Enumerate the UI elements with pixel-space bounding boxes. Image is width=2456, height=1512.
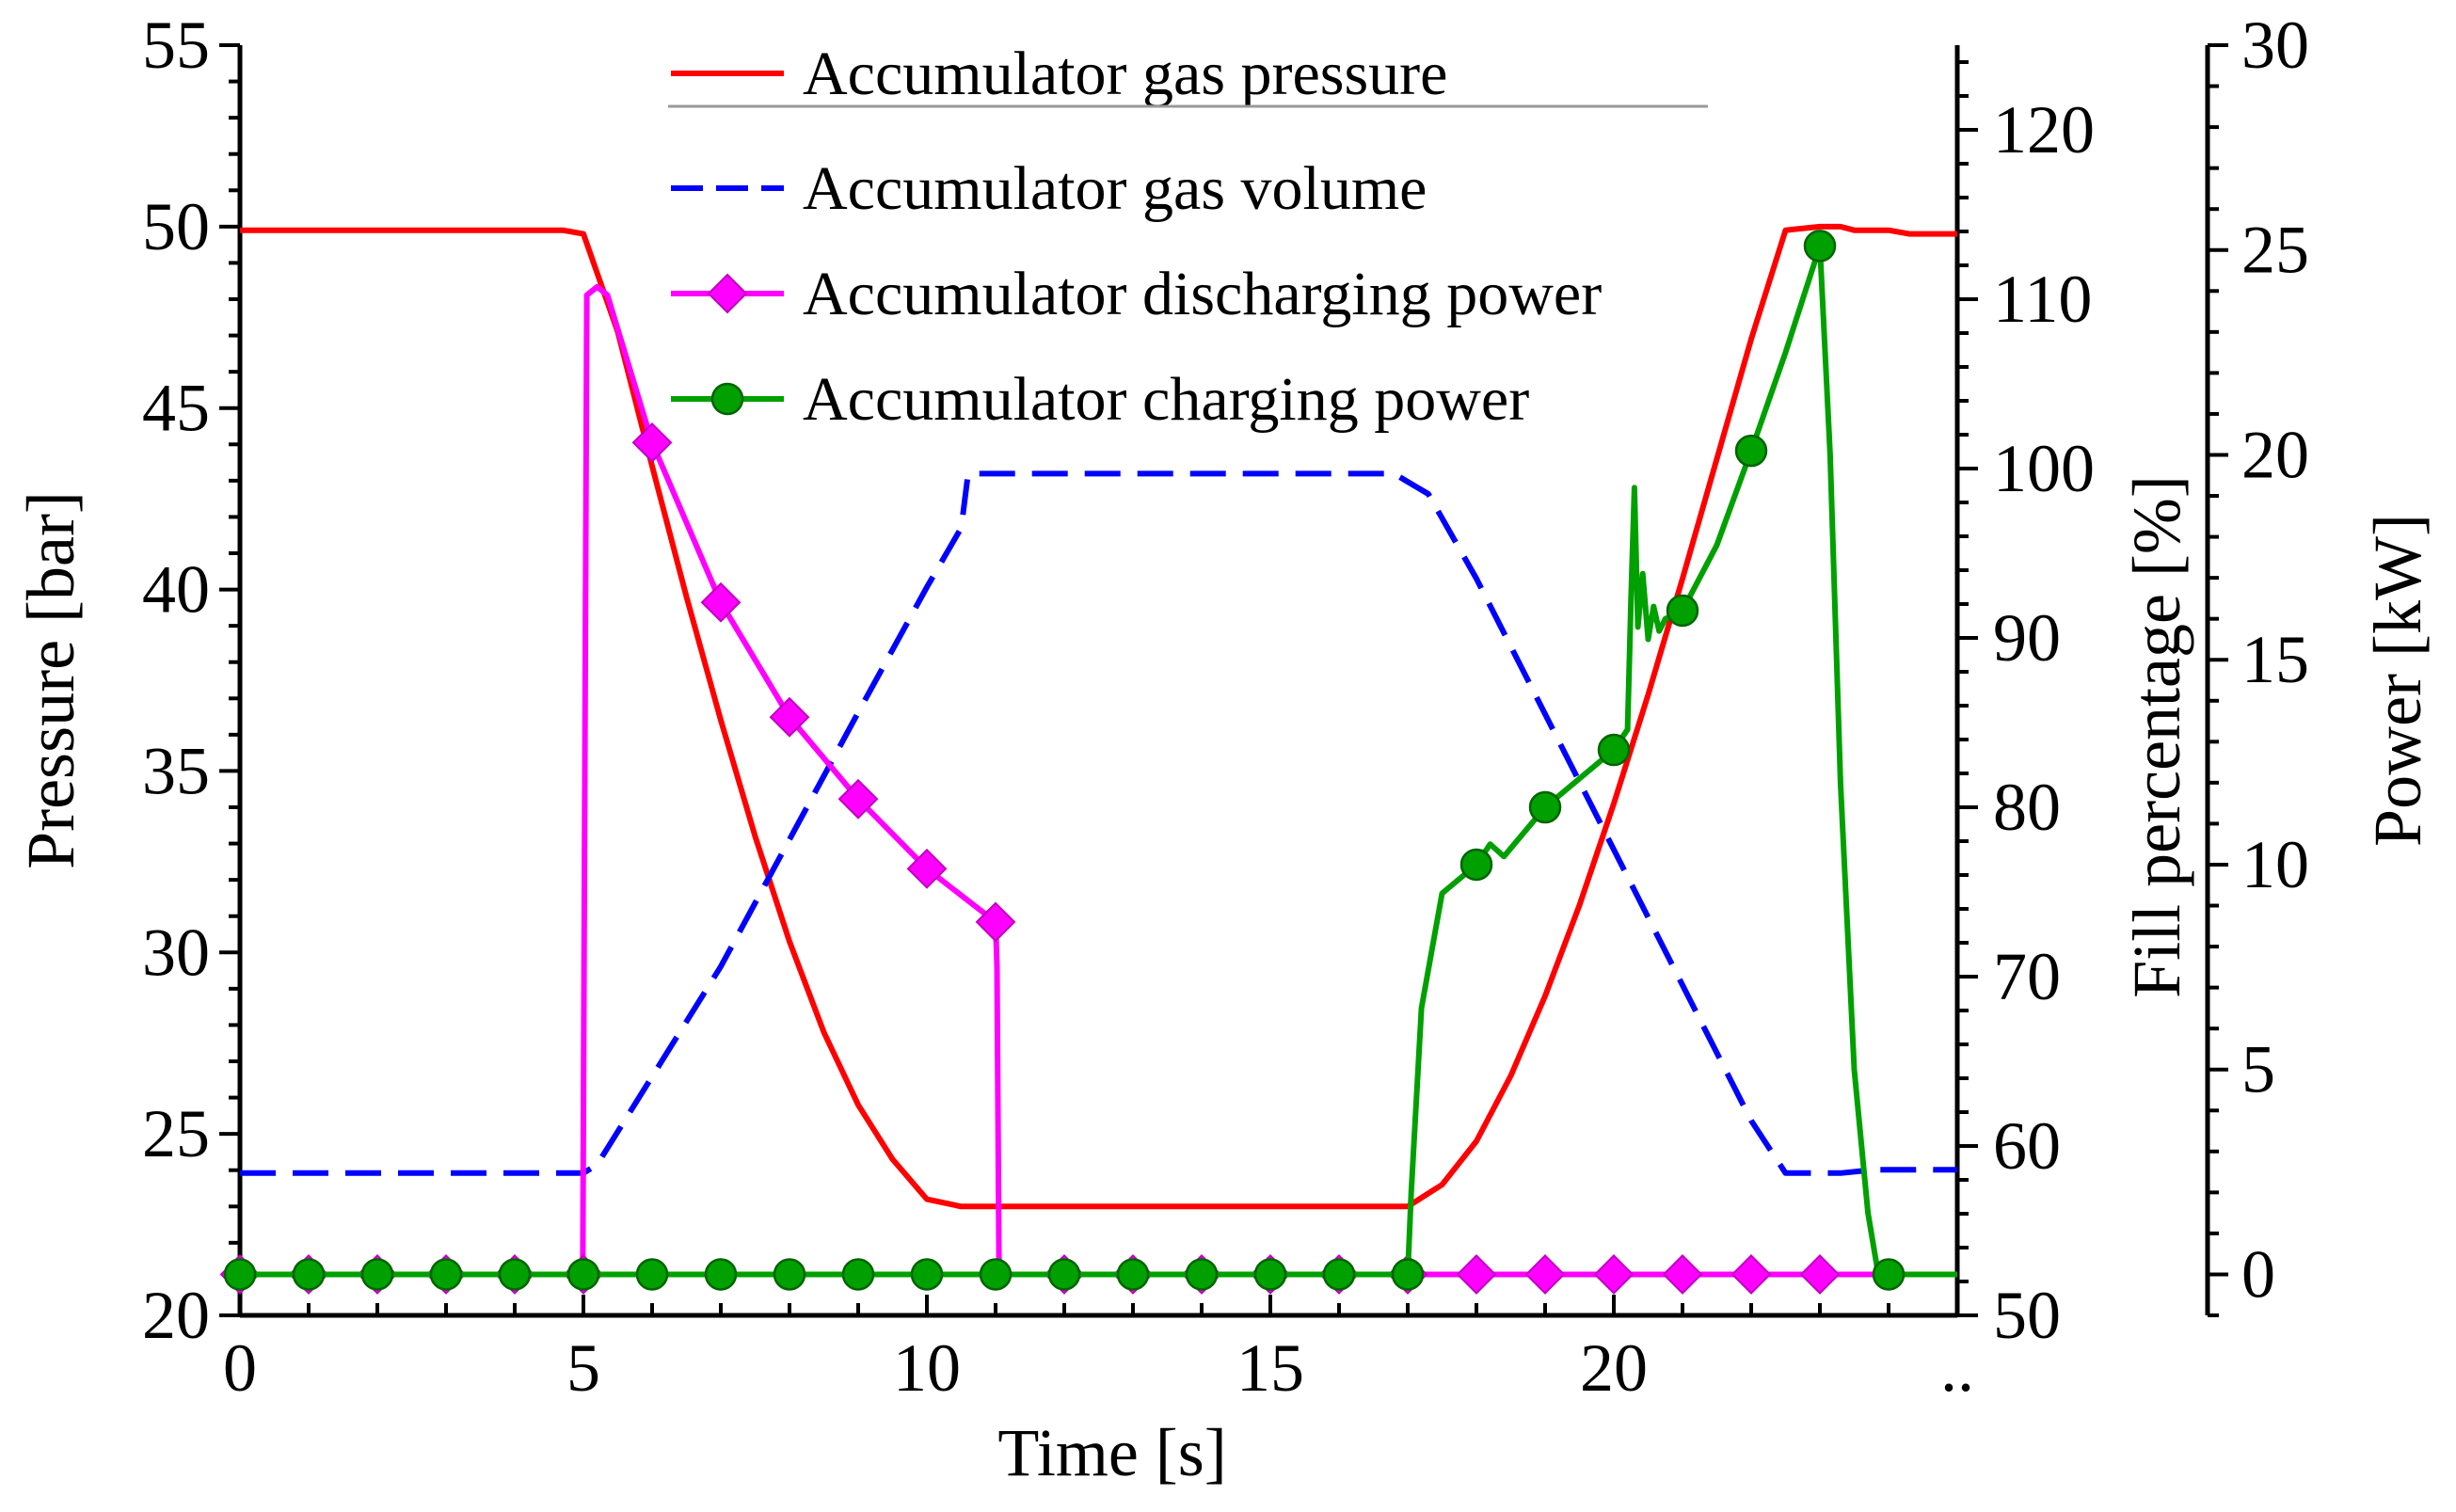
fill-tick-label: 100 [1993,431,2095,506]
fill-tick-label: 110 [1993,262,2092,337]
data-point [1799,1254,1841,1295]
data-point [1593,1254,1635,1295]
fill-axis-title: Fill percentage [%] [2119,475,2194,998]
series-line [240,470,1957,1176]
data-point [773,1258,806,1291]
pressure-tick-label: 35 [142,733,210,808]
pressure-axis-title: Pressure [bar] [13,491,88,869]
pressure-tick-label: 55 [142,8,210,83]
data-point [498,1258,532,1291]
pressure-tick-label: 25 [142,1096,210,1171]
data-point [704,1258,738,1291]
data-point [360,1258,394,1291]
data-point [841,1258,875,1291]
power-axis-title: Power [kW] [2360,514,2435,847]
data-point [1253,1258,1287,1291]
x-tick-label: 10 [893,1330,961,1406]
data-point [700,581,742,623]
data-point [1597,733,1631,767]
power-tick-label: 25 [2241,213,2309,288]
data-point [1047,1258,1081,1291]
data-point [910,1258,944,1291]
data-point [979,1258,1013,1291]
data-point [1524,1254,1566,1295]
x-tick-label: 15 [1236,1330,1304,1406]
legend: Accumulator gas pressure Accumulator gas … [668,40,1708,434]
fill-tick-label: 120 [1993,92,2095,167]
series-accumulator-gas-pressure [240,223,1957,1210]
data-point [631,422,673,463]
data-point [769,696,810,738]
legend-label: Accumulator discharging power [803,260,1602,328]
legend-label: Accumulator charging power [803,365,1529,434]
data-point [906,848,948,889]
pressure-tick-label: 40 [142,552,210,628]
data-point [292,1258,326,1291]
x-axis-title: Time [s] [997,1415,1226,1490]
data-point [1666,594,1699,628]
fill-tick-label: 60 [1993,1108,2061,1184]
pressure-tick-label: 20 [142,1278,210,1353]
data-point [223,1258,257,1291]
fill-tick-label: 90 [1993,600,2061,676]
series-accumulator-gas-volume [240,470,1957,1176]
series-layer [219,223,1957,1295]
legend-marker [707,273,748,314]
fill-tick-label: 50 [1993,1278,2061,1353]
legend-marker [710,382,744,416]
power-tick-label: 15 [2241,622,2309,697]
pressure-tick-label: 50 [142,189,210,264]
data-point [1662,1254,1703,1295]
x-tick-label: 20 [1580,1330,1648,1406]
data-point [429,1258,463,1291]
x-tick-label: 0 [223,1330,257,1406]
power-tick-label: 5 [2241,1032,2275,1107]
data-point [1116,1258,1150,1291]
axes-layer: 0 5 10 15 20 ..Time [s]2025303540455055Pressu… [13,8,2435,1490]
fill-tick-label: 70 [1993,939,2061,1014]
x-tick-label: 5 [566,1330,600,1406]
data-point [1528,790,1562,824]
power-tick-label: 0 [2241,1236,2275,1312]
power-tick-label: 10 [2241,827,2309,902]
series-line [240,223,1957,1210]
data-point [1730,1254,1772,1295]
data-point [975,901,1016,943]
legend-label: Accumulator gas volume [803,154,1427,223]
data-point [1459,848,1493,882]
data-point [1734,434,1768,468]
data-point [1322,1258,1356,1291]
legend-label: Accumulator gas pressure [803,40,1447,108]
data-point [1803,230,1837,263]
data-point [837,778,879,820]
power-tick-label: 20 [2241,417,2309,492]
pressure-tick-label: 45 [142,371,210,446]
data-point [1391,1258,1425,1291]
data-point [1872,1258,1906,1291]
series-line [240,283,1957,1278]
series-accumulator-discharging-power [219,283,1957,1295]
fill-tick-label: 80 [1993,770,2061,845]
power-tick-label: 30 [2241,8,2309,83]
pressure-tick-label: 30 [142,915,210,990]
data-point [1185,1258,1219,1291]
series-accumulator-charging-power [223,230,1957,1291]
data-point [566,1258,600,1291]
x-overflow-label: .. [1940,1330,1974,1406]
data-point [1456,1254,1497,1295]
data-point [635,1258,669,1291]
